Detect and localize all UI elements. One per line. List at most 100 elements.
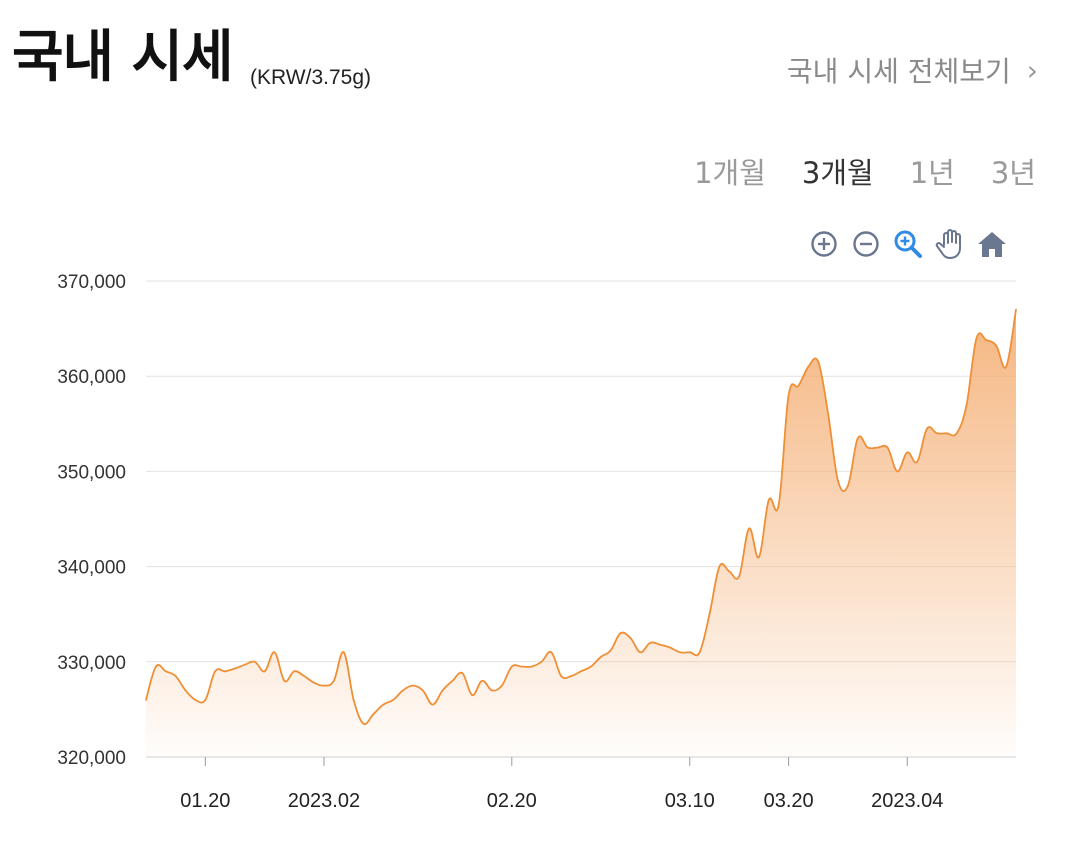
data-point: [985, 339, 988, 341]
data-point: [758, 556, 760, 558]
data-point: [352, 699, 355, 701]
data-point: [945, 432, 948, 435]
data-point: [362, 722, 365, 725]
data-point: [866, 446, 869, 449]
tab-1-year[interactable]: 1년: [909, 156, 955, 190]
home-reset-icon[interactable]: [974, 226, 1010, 262]
data-point: [827, 413, 830, 416]
data-point: [550, 651, 553, 654]
data-point: [184, 689, 187, 692]
data-point: [936, 432, 938, 435]
unit-label: (KRW/3.75g): [250, 66, 371, 89]
data-point: [155, 665, 157, 668]
data-point: [323, 684, 325, 687]
chevron-right-icon: ›: [1026, 53, 1038, 87]
tab-3-months[interactable]: 3개월: [801, 156, 874, 190]
data-point: [896, 470, 899, 473]
data-point: [570, 675, 572, 677]
data-point: [906, 451, 909, 454]
data-point: [164, 670, 167, 673]
page-title: 국내 시세: [12, 25, 234, 90]
data-point: [995, 344, 998, 347]
data-point: [372, 713, 375, 716]
magnify-zoom-icon[interactable]: [890, 226, 926, 262]
data-point: [748, 527, 750, 530]
x-tick-label: 01.20: [180, 790, 230, 812]
data-point: [965, 403, 968, 406]
data-point: [224, 670, 227, 673]
data-point: [837, 480, 839, 482]
data-point: [629, 637, 632, 639]
data-point: [926, 427, 928, 430]
data-point: [471, 694, 474, 696]
data-point: [649, 641, 652, 644]
data-point: [540, 660, 543, 663]
data-point: [688, 651, 691, 654]
view-all-link[interactable]: 국내 시세 전체보기 ›: [787, 50, 1038, 90]
data-point: [1015, 308, 1017, 311]
data-point: [431, 703, 434, 706]
data-point: [847, 484, 849, 487]
data-point: [313, 681, 315, 684]
data-point: [451, 679, 454, 682]
data-point: [520, 665, 523, 668]
y-tick-label: 320,000: [57, 748, 126, 769]
data-point: [342, 651, 345, 654]
data-point: [441, 689, 444, 692]
data-point: [718, 565, 721, 568]
pan-hand-icon[interactable]: [932, 226, 968, 262]
data-point: [580, 670, 582, 673]
x-tick-label: 2023.02: [288, 790, 360, 812]
data-point: [797, 384, 800, 387]
data-point: [412, 684, 414, 687]
data-point: [510, 665, 513, 668]
view-all-label: 국내 시세 전체보기: [786, 55, 1011, 88]
data-point: [659, 643, 661, 646]
data-point: [204, 699, 207, 701]
data-point: [876, 446, 879, 449]
data-point: [1005, 365, 1007, 368]
data-point: [194, 699, 197, 701]
data-point: [530, 665, 533, 668]
data-point: [669, 646, 671, 649]
data-point: [560, 675, 563, 677]
data-point: [234, 667, 236, 670]
data-point: [253, 660, 256, 663]
data-point: [491, 689, 493, 692]
period-tabs: 1개월 3개월 1년 3년: [694, 150, 1036, 192]
data-point: [293, 670, 296, 673]
zoom-out-icon[interactable]: [848, 226, 884, 262]
y-tick-label: 350,000: [57, 462, 126, 483]
price-area: [146, 309, 1016, 757]
y-tick-label: 340,000: [57, 558, 126, 579]
data-point: [856, 437, 859, 439]
data-point: [916, 461, 918, 463]
data-point: [817, 361, 820, 363]
data-point: [461, 672, 464, 675]
data-point: [807, 365, 810, 368]
tab-3-years[interactable]: 3년: [990, 156, 1036, 190]
data-point: [886, 446, 889, 449]
chart-toolbar: [806, 226, 1022, 262]
y-tick-label: 370,000: [57, 272, 126, 293]
y-tick-label: 360,000: [57, 367, 126, 388]
data-point: [590, 665, 592, 668]
data-point: [283, 679, 286, 682]
zoom-in-icon[interactable]: [806, 226, 842, 262]
data-point: [679, 651, 681, 654]
data-point: [698, 651, 701, 654]
data-point: [244, 663, 246, 666]
data-point: [777, 503, 780, 506]
x-tick-label: 03.10: [665, 790, 715, 812]
data-point: [619, 632, 622, 635]
data-point: [145, 699, 147, 701]
data-point: [273, 651, 276, 654]
price-line: [145, 309, 1017, 726]
data-point: [639, 651, 642, 654]
x-axis: 01.20 2023.02 02.20 03.10 03.20 2023.04: [180, 757, 943, 812]
tab-1-month[interactable]: 1개월: [694, 156, 766, 190]
y-tick-label: 330,000: [57, 653, 126, 674]
data-point: [214, 670, 217, 673]
data-point: [767, 499, 770, 501]
price-chart[interactable]: 370,000 360,000 350,000 340,000 330,000 320,0…: [0, 260, 1072, 820]
